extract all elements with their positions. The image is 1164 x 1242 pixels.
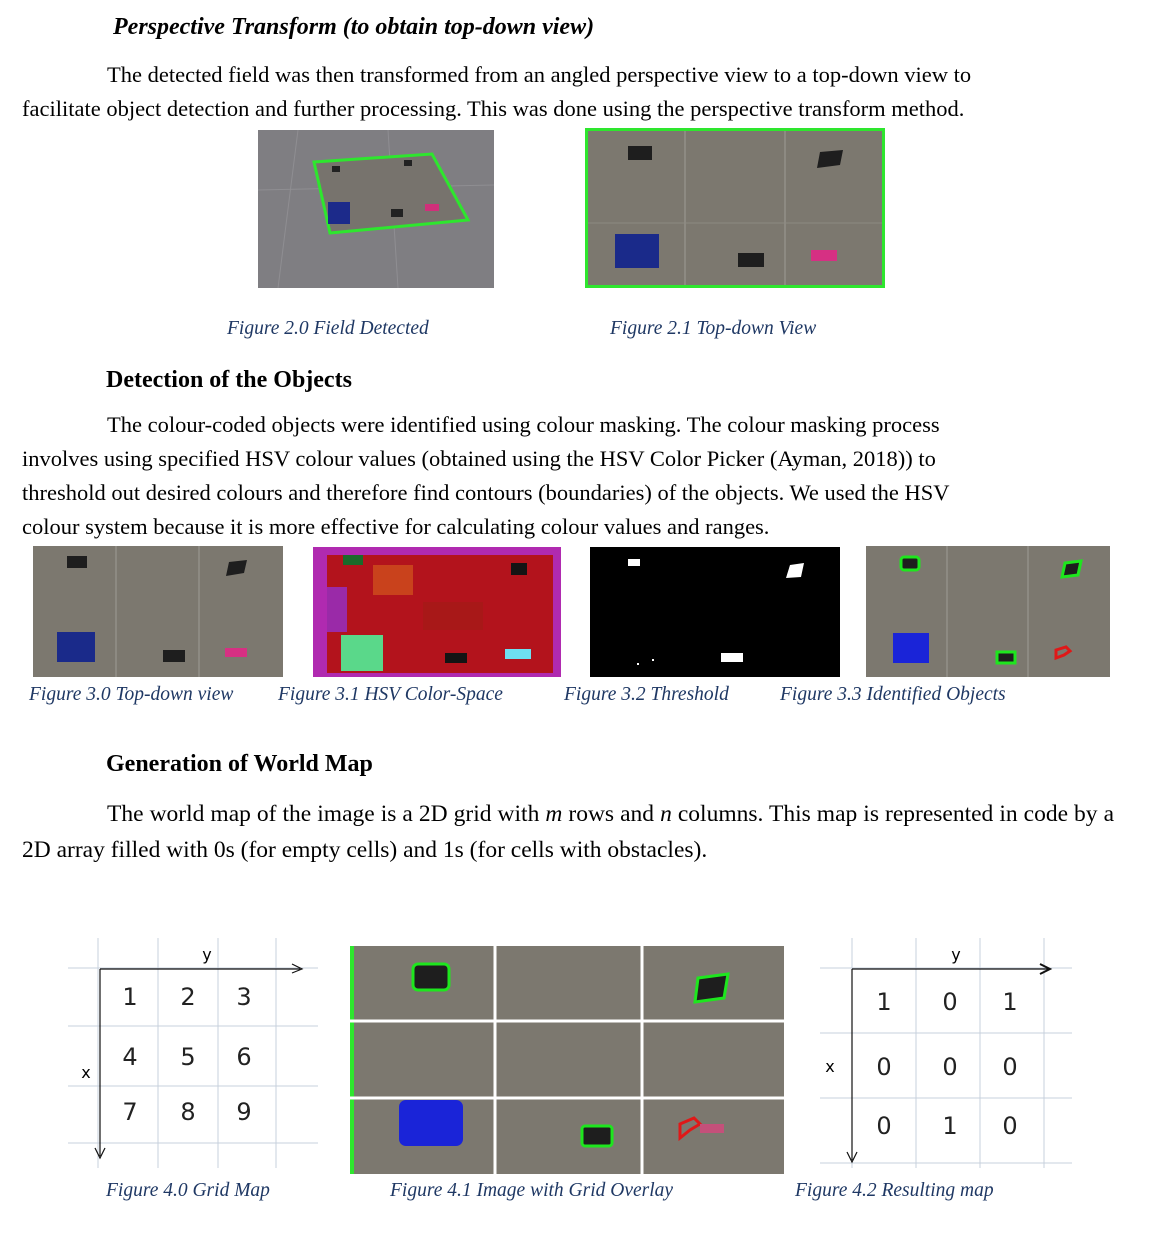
threshold-image (590, 547, 840, 677)
identified-objects-image (866, 546, 1110, 677)
grid-cell: 5 (180, 1043, 195, 1071)
figure-caption: Figure 4.2 Resulting map (795, 1180, 994, 1201)
figure-caption: Figure 2.1 Top-down View (610, 318, 817, 339)
axis-x-label: x (825, 1057, 834, 1076)
grid-cell: 8 (180, 1098, 195, 1126)
figure-caption: Figure 3.2 Threshold (564, 684, 729, 705)
section-heading-perspective: Perspective Transform (to obtain top-dow… (113, 14, 595, 40)
map-cell: 0 (942, 1053, 957, 1081)
figure-caption: Figure 4.1 Image with Grid Overlay (390, 1180, 674, 1201)
map-cell: 0 (1002, 1053, 1017, 1081)
paragraph-line: facilitate object detection and further … (22, 96, 965, 121)
grid-cell: 3 (236, 983, 251, 1011)
grid-cell: 2 (180, 983, 195, 1011)
figure-caption: Figure 2.0 Field Detected (227, 318, 429, 339)
paragraph-line: The colour-coded objects were identified… (107, 412, 940, 437)
map-cell: 1 (1002, 988, 1017, 1016)
section-heading-world-map: Generation of World Map (106, 751, 373, 777)
paragraph-line: threshold out desired colours and theref… (22, 480, 950, 505)
paragraph-line: involves using specified HSV colour valu… (22, 446, 936, 471)
axis-x-label: x (81, 1063, 90, 1082)
hsv-color-space-image (313, 547, 561, 677)
grid-cell: 9 (236, 1098, 251, 1126)
paragraph-line: colour system because it is more effecti… (22, 514, 770, 539)
top-down-view-image (585, 128, 885, 288)
grid-cell: 4 (122, 1043, 137, 1071)
world-map-paragraph: The world map of the image is a 2D grid … (22, 801, 1114, 863)
map-cell: 0 (1002, 1112, 1017, 1140)
map-cell: 0 (876, 1053, 891, 1081)
grid-map-figure: y x 1 2 3 4 5 6 7 8 9 (68, 938, 318, 1168)
map-cell: 0 (876, 1112, 891, 1140)
grid-cell: 7 (122, 1098, 137, 1126)
figure-caption: Figure 4.0 Grid Map (106, 1180, 270, 1201)
figure-caption: Figure 3.1 HSV Color-Space (278, 684, 503, 705)
axis-y-label: y (202, 945, 211, 964)
figure-caption: Figure 3.3 Identified Objects (780, 684, 1006, 705)
resulting-map-figure: y x 1 0 1 0 0 0 0 1 0 (820, 938, 1072, 1168)
field-detected-image (258, 130, 494, 288)
figure-caption: Figure 3.0 Top-down view (29, 684, 234, 705)
top-down-view-image (33, 546, 283, 677)
grid-cell: 1 (122, 983, 137, 1011)
grid-overlay-image (350, 946, 784, 1174)
paragraph-line: The detected field was then transformed … (107, 62, 972, 87)
map-cell: 1 (942, 1112, 957, 1140)
grid-cell: 6 (236, 1043, 251, 1071)
map-cell: 0 (942, 988, 957, 1016)
map-cell: 1 (876, 988, 891, 1016)
axis-y-label: y (951, 945, 960, 964)
section-heading-detection: Detection of the Objects (106, 367, 352, 393)
